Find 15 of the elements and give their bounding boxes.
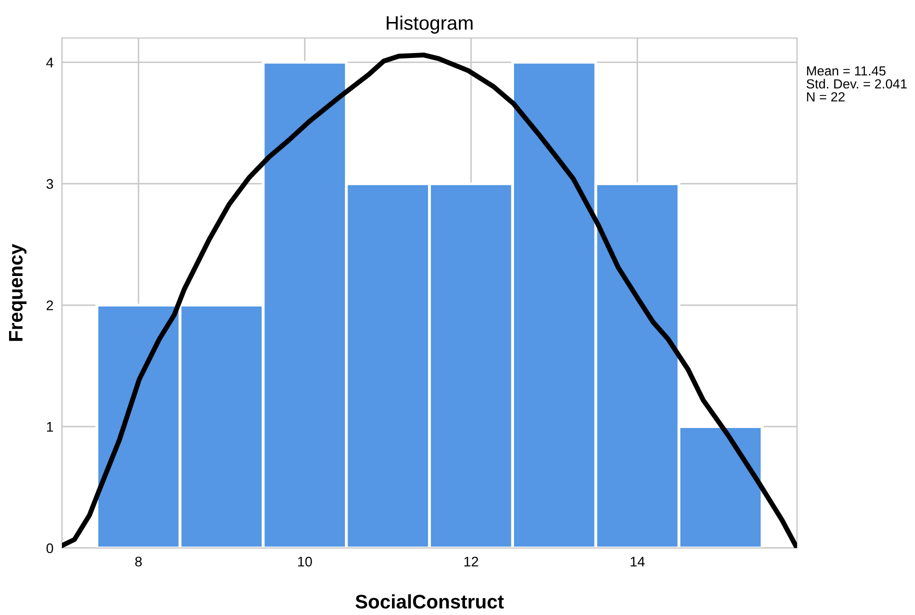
y-tick-label: 1 — [47, 422, 53, 432]
x-tick-label: 14 — [630, 556, 645, 566]
text: N = 22 — [807, 92, 845, 102]
chart-title: Histogram — [386, 16, 473, 34]
x-tick-label: 8 — [135, 556, 142, 567]
x-axis-title: SocialConstruct — [356, 594, 504, 609]
text: Std. Dev. = 2.041 — [806, 78, 907, 89]
x-tick-label: 10 — [298, 556, 312, 567]
text: Mean = 11.45 — [807, 66, 886, 76]
y-tick-label: 2 — [46, 300, 53, 310]
x-tick-label: 12 — [464, 556, 478, 566]
y-tick-label: 3 — [46, 179, 54, 189]
y-tick-label: 0 — [46, 543, 54, 554]
y-tick-label: 4 — [46, 58, 54, 68]
y-axis-title: Frequency — [9, 244, 26, 341]
